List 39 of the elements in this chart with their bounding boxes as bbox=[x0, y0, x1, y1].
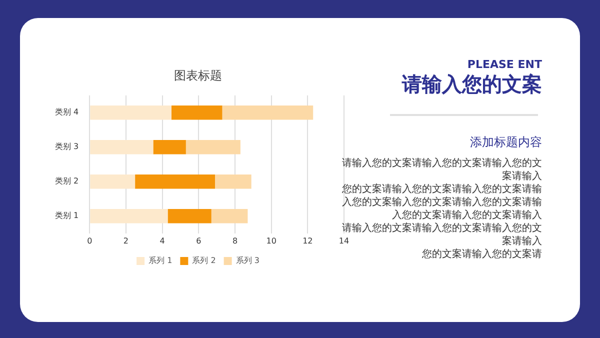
annotation: 请输入您的文案请输入您的文案请输入您的文 bbox=[341, 157, 542, 170]
legend-label: 系列 3 bbox=[236, 256, 260, 266]
bar bbox=[215, 174, 252, 189]
x-tick-label: 4 bbox=[160, 236, 165, 246]
x-tick-label: 12 bbox=[302, 236, 313, 246]
text: 案请输入 bbox=[501, 170, 542, 183]
bar bbox=[90, 174, 136, 189]
bar bbox=[135, 174, 215, 189]
chart-title: 图表标题 bbox=[174, 68, 222, 82]
bar bbox=[186, 140, 240, 154]
x-tick-label: 14 bbox=[338, 236, 350, 246]
y-tick-label: 类别 2 bbox=[54, 176, 79, 186]
text: PLEASE ENT bbox=[466, 58, 542, 71]
x-tick-label: 10 bbox=[266, 236, 276, 246]
x-tick-label: 6 bbox=[196, 236, 202, 246]
y-tick-label: 类别 4 bbox=[54, 108, 79, 117]
bar bbox=[153, 140, 186, 154]
x-tick-label: 8 bbox=[232, 236, 238, 246]
x-tick-label: 0 bbox=[87, 236, 92, 246]
bar bbox=[90, 106, 172, 120]
text: 添加标题内容 bbox=[469, 134, 542, 151]
legend-label: 系列 1 bbox=[148, 256, 172, 266]
bar bbox=[90, 209, 168, 224]
bar bbox=[222, 106, 314, 120]
annotation: 请输入您的文案请输入您的文案请输入您的文 bbox=[341, 222, 542, 235]
annotation: 您的文案请输入您的文案请输入您的文案请输 bbox=[341, 183, 542, 196]
text: 请输入您的文案 bbox=[400, 71, 542, 97]
bar bbox=[171, 106, 222, 120]
bar bbox=[90, 140, 154, 154]
x-tick-label: 2 bbox=[123, 236, 129, 246]
annotation: 入您的文案输入您的文案请输入您的文案请输 bbox=[341, 196, 542, 209]
legend-label: 系列 2 bbox=[192, 256, 216, 266]
text: 您的文案请输入您的文案请 bbox=[421, 248, 542, 261]
text: 入您的文案请输入您的文案请输入 bbox=[391, 209, 542, 222]
y-tick-label: 类别 3 bbox=[54, 142, 79, 152]
y-tick-label: 类别 1 bbox=[54, 211, 79, 220]
bar bbox=[211, 209, 248, 224]
bar bbox=[168, 209, 212, 224]
text: 案请输入 bbox=[502, 236, 542, 247]
